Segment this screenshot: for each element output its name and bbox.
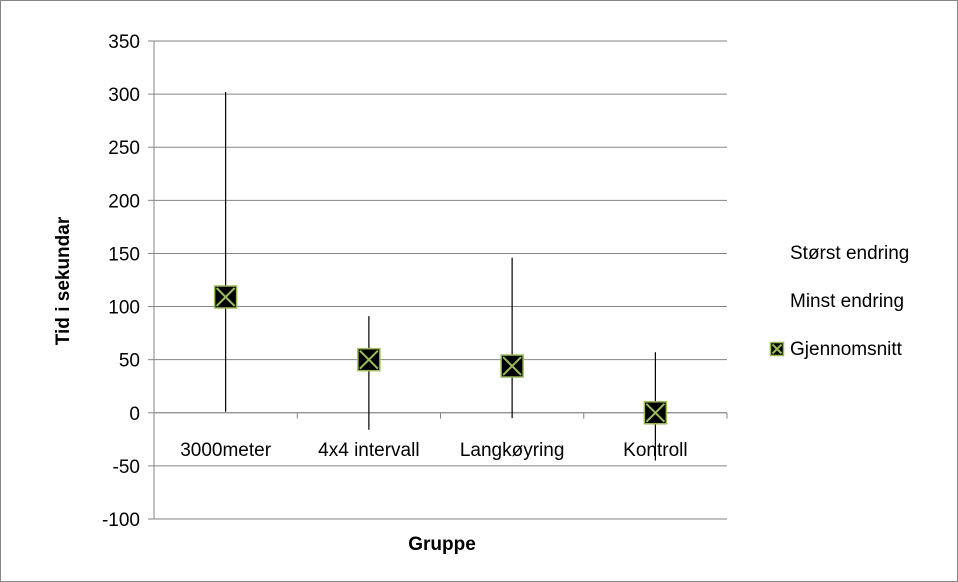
y-tick-label: 350 xyxy=(108,32,140,53)
x-tick-labels: 3000meter 4x4 intervall Langkøyring Kontrol… xyxy=(180,440,687,461)
average-markers xyxy=(213,285,668,425)
average-marker xyxy=(357,347,381,372)
y-tick-label: 200 xyxy=(108,191,140,212)
y-tick-label: -100 xyxy=(102,510,140,531)
x-tick-label: 4x4 intervall xyxy=(318,440,419,461)
y-axis-title: Tid i sekundar xyxy=(53,216,74,345)
y-tick-label: -50 xyxy=(113,457,140,478)
y-tick-label: 0 xyxy=(129,404,140,425)
y-tick-labels: 350 300 250 200 150 100 50 0 -50 -100 xyxy=(102,32,140,531)
gridlines xyxy=(154,40,727,520)
y-tick-label: 250 xyxy=(108,138,140,159)
legend-entry: Gjennomsnitt xyxy=(769,339,903,360)
y-tick-label: 300 xyxy=(108,85,140,106)
legend-marker xyxy=(769,341,785,357)
legend-label: Minst endring xyxy=(790,291,904,312)
y-tick-label: 150 xyxy=(108,244,140,265)
legend: Størst endring Minst endring Gjennomsnitt xyxy=(769,243,909,360)
x-axis-title: Gruppe xyxy=(408,534,476,555)
legend-entry: Minst endring xyxy=(790,291,904,312)
legend-entry: Størst endring xyxy=(790,243,909,264)
average-marker xyxy=(500,354,524,378)
y-tick-label: 50 xyxy=(119,351,140,372)
x-tick-label: Langkøyring xyxy=(460,440,565,461)
y-tick-label: 100 xyxy=(108,298,140,319)
average-marker xyxy=(213,285,238,309)
axes xyxy=(148,40,728,520)
x-tick-label: 3000meter xyxy=(180,440,272,461)
legend-label: Gjennomsnitt xyxy=(790,339,903,360)
legend-label: Størst endring xyxy=(790,243,909,264)
average-marker xyxy=(643,401,668,425)
